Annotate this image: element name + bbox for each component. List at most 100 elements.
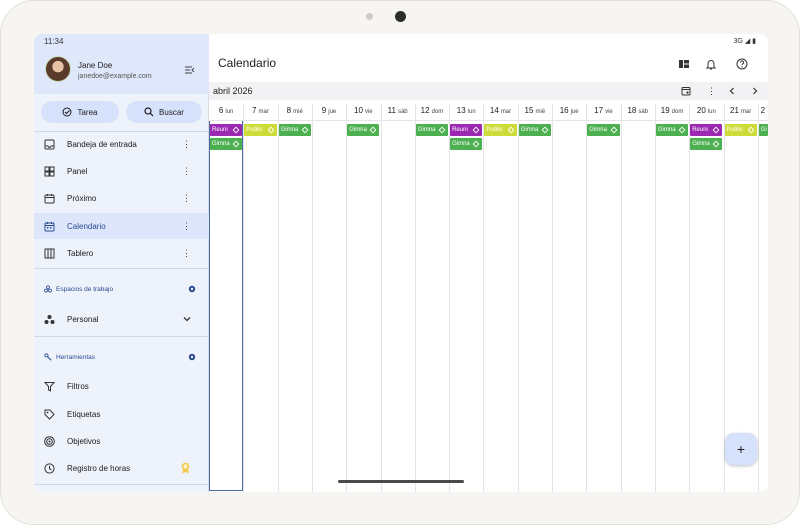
more-options-icon[interactable]: ⋮ <box>182 192 191 203</box>
help-icon[interactable] <box>736 58 748 70</box>
chevron-left-icon[interactable] <box>727 86 737 96</box>
day-column-divider <box>380 104 382 492</box>
tool-item-goals[interactable]: Objetivos <box>34 428 209 454</box>
calendar-event[interactable]: Gimna <box>210 138 243 150</box>
more-options-icon[interactable]: ⋮ <box>182 165 191 176</box>
view-layout-icon[interactable] <box>678 58 690 70</box>
day-header[interactable]: 9 jue <box>312 106 346 120</box>
workspaces-settings-icon[interactable] <box>187 284 197 294</box>
notifications-bell-icon[interactable] <box>705 58 717 70</box>
calendar-event[interactable]: Gimna <box>587 124 620 136</box>
plus-icon: + <box>736 441 746 457</box>
nav-item-panel[interactable]: Panel ⋮ <box>34 158 209 184</box>
day-column-divider <box>689 104 691 492</box>
search-button[interactable]: Buscar <box>126 101 202 123</box>
day-header[interactable]: 18 sáb <box>621 106 655 120</box>
divider <box>34 268 209 269</box>
home-indicator[interactable] <box>338 480 464 483</box>
more-options-icon[interactable]: ⋮ <box>182 138 191 149</box>
event-title: Gimna <box>280 127 299 133</box>
day-header[interactable]: 12 dom <box>415 106 449 120</box>
calendar-event[interactable]: Gimna <box>278 124 311 136</box>
tool-item-time-log[interactable]: Registro de horas <box>34 455 209 481</box>
upcoming-icon <box>44 193 55 203</box>
day-number: 12 <box>420 106 430 115</box>
add-task-button[interactable]: Tarea <box>41 101 119 123</box>
more-options-icon[interactable]: ⋮ <box>182 220 191 231</box>
calendar-today-icon[interactable] <box>681 86 691 96</box>
search-label: Buscar <box>159 107 184 117</box>
avatar[interactable] <box>45 56 71 82</box>
day-of-week: sáb <box>638 109 649 115</box>
calendar-event[interactable]: Gimna <box>347 124 380 136</box>
day-number: 7 <box>252 106 257 115</box>
day-header[interactable]: 7 mar <box>243 106 277 120</box>
day-number: 18 <box>627 106 637 115</box>
day-number: 15 <box>524 106 534 115</box>
recurring-icon <box>232 126 240 134</box>
event-title: Gi <box>760 127 767 133</box>
calendar-event[interactable]: Gimna <box>518 124 551 136</box>
collapse-sidebar-icon[interactable] <box>184 64 196 76</box>
calendar-event[interactable]: Public <box>244 124 277 136</box>
calendar-event[interactable]: Reuni <box>210 124 243 136</box>
chevron-right-icon[interactable] <box>750 86 760 96</box>
day-header[interactable]: 2 <box>758 106 768 120</box>
day-header[interactable]: 11 sáb <box>381 106 415 120</box>
workspaces-icon <box>44 285 52 293</box>
tools-title: Herramientas <box>56 353 96 361</box>
day-column-divider <box>517 104 519 492</box>
add-task-label: Tarea <box>77 107 98 117</box>
workspaces-section-title: Espacios de trabajo <box>44 285 113 293</box>
calendar-event[interactable]: Gimna <box>450 138 483 150</box>
day-header[interactable]: 20 lun <box>689 106 723 120</box>
more-options-icon[interactable]: ⋮ <box>707 86 716 96</box>
user-name: Jane Doe <box>78 61 113 70</box>
day-header[interactable]: 17 vie <box>586 106 620 120</box>
calendar-event[interactable]: Public <box>484 124 517 136</box>
tools-section-title: Herramientas <box>44 353 95 361</box>
main-content: 3G ◢ ▮ Calendario abril 2026 ⋮ 6 lun 7 mar 8… <box>209 34 768 492</box>
more-options-icon[interactable]: ⋮ <box>182 247 191 258</box>
target-icon <box>44 435 55 447</box>
recurring-icon <box>507 126 515 134</box>
day-header[interactable]: 10 vie <box>346 106 380 120</box>
calendar-event[interactable]: Reuni <box>690 124 723 136</box>
workspace-item-personal[interactable]: Personal <box>34 306 209 332</box>
nav-item-inbox[interactable]: Bandeja de entrada ⋮ <box>34 131 209 157</box>
tool-item-labels[interactable]: Etiquetas <box>34 401 209 427</box>
calendar-event[interactable]: Public <box>724 124 757 136</box>
day-column-divider <box>311 104 313 492</box>
day-column-divider <box>449 104 451 492</box>
calendar-event[interactable]: Reuni <box>450 124 483 136</box>
tool-item-filters[interactable]: Filtros <box>34 373 209 399</box>
nav-item-upcoming[interactable]: Próximo ⋮ <box>34 185 209 211</box>
event-title: Reuni <box>452 127 468 133</box>
calendar-event[interactable]: Gimna <box>690 138 723 150</box>
day-header[interactable]: 8 mié <box>278 106 312 120</box>
nav-item-calendar[interactable]: Calendario ⋮ <box>34 213 209 239</box>
chevron-down-icon[interactable] <box>182 314 192 324</box>
add-event-fab[interactable]: + <box>725 433 757 465</box>
event-title: Reuni <box>692 127 708 133</box>
event-title: Gimna <box>417 127 436 133</box>
calendar-event[interactable]: Gimna <box>655 124 689 136</box>
recurring-icon <box>267 126 275 134</box>
day-column-divider <box>243 104 245 492</box>
month-toolbar <box>209 82 768 100</box>
day-header[interactable]: 15 mié <box>518 106 552 120</box>
event-title: Public <box>726 127 743 133</box>
day-column-divider <box>483 104 485 492</box>
day-header[interactable]: 19 dom <box>655 106 689 120</box>
day-header[interactable]: 6 lun <box>209 106 243 120</box>
day-header[interactable]: 14 mar <box>483 106 517 120</box>
event-title: Gimna <box>692 141 710 147</box>
nav-item-board[interactable]: Tablero ⋮ <box>34 240 209 266</box>
day-header[interactable]: 16 jue <box>552 106 586 120</box>
calendar-event[interactable]: Gi <box>758 124 768 136</box>
tools-settings-icon[interactable] <box>187 352 197 362</box>
day-header[interactable]: 21 mar <box>724 106 758 120</box>
day-header[interactable]: 13 lun <box>449 106 483 120</box>
calendar-event[interactable]: Gimna <box>415 124 449 136</box>
